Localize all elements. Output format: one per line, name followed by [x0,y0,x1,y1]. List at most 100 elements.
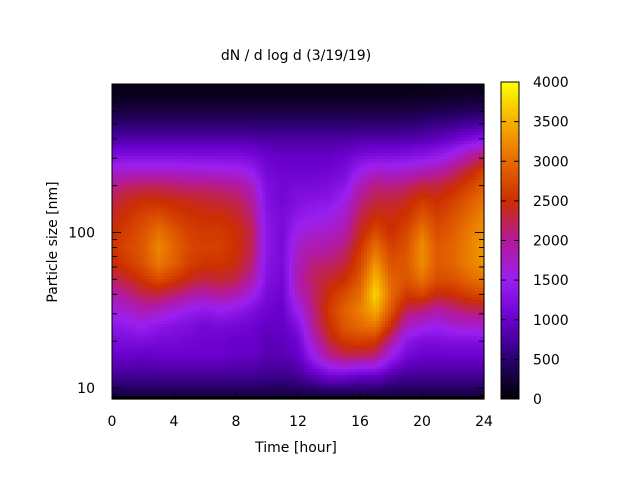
heatmap-cell [157,375,161,379]
heatmap-cell [136,135,140,139]
heatmap-cell [127,279,131,283]
heatmap-cell [220,108,224,112]
heatmap-cell [142,168,146,172]
heatmap-cell [181,156,185,160]
heatmap-cell [160,321,164,325]
heatmap-cell [154,123,158,127]
heatmap-cell [118,111,122,115]
heatmap-cell [202,249,206,253]
heatmap-cell [112,171,116,175]
heatmap-cell [250,375,254,379]
heatmap-cell [187,153,191,157]
heatmap-cell [193,252,197,256]
heatmap-cell [151,207,155,211]
heatmap-cell [181,357,185,361]
heatmap-cell [139,339,143,343]
heatmap-cell [250,237,254,241]
heatmap-cell [160,120,164,124]
heatmap-cell [235,195,239,199]
heatmap-cell [121,162,125,166]
heatmap-cell [124,150,128,154]
heatmap-cell [145,273,149,277]
heatmap-cell [184,240,188,244]
heatmap-cell [241,267,245,271]
heatmap-cell [175,93,179,97]
heatmap-cell [196,345,200,349]
heatmap-cell [232,144,236,148]
heatmap-cell [190,366,194,370]
heatmap-cell [217,267,221,271]
heatmap-cell [175,171,179,175]
heatmap-cell [181,99,185,103]
heatmap-cell [163,303,167,307]
heatmap-cell [229,297,233,301]
heatmap-cell [142,375,146,379]
heatmap-cell [127,162,131,166]
heatmap-cell [139,297,143,301]
heatmap-cell [187,150,191,154]
heatmap-cell [229,168,233,172]
heatmap-cell [148,327,152,331]
heatmap-cell [154,126,158,130]
heatmap-cell [196,138,200,142]
heatmap-cell [130,123,134,127]
heatmap-cell [190,264,194,268]
heatmap-cell [214,309,218,313]
heatmap-cell [193,390,197,394]
heatmap-cell [196,375,200,379]
heatmap-cell [151,222,155,226]
heatmap-cell [154,270,158,274]
heatmap-cell [127,237,131,241]
heatmap-cell [154,168,158,172]
heatmap-cell [112,204,116,208]
heatmap-cell [247,186,251,190]
heatmap-cell [220,147,224,151]
heatmap-cell [133,84,137,88]
heatmap-cell [118,234,122,238]
heatmap-cell [145,303,149,307]
heatmap-cell [199,258,203,262]
heatmap-cell [136,303,140,307]
heatmap-cell [244,351,248,355]
heatmap-cell [130,309,134,313]
heatmap-cell [139,315,143,319]
heatmap-cell [118,132,122,136]
heatmap-cell [163,339,167,343]
heatmap-cell [115,105,119,109]
heatmap-cell [202,348,206,352]
heatmap-cell [181,393,185,397]
heatmap-cell [205,177,209,181]
heatmap-cell [229,120,233,124]
heatmap-cell [163,120,167,124]
heatmap-cell [229,300,233,304]
heatmap-cell [124,264,128,268]
heatmap-cell [151,129,155,133]
heatmap-cell [211,249,215,253]
heatmap-cell [208,240,212,244]
heatmap-cell [193,336,197,340]
heatmap-cell [181,108,185,112]
heatmap-cell [214,357,218,361]
heatmap-cell [244,390,248,394]
heatmap-cell [112,273,116,277]
heatmap-cell [157,294,161,298]
heatmap-cell [139,375,143,379]
heatmap-cell [175,273,179,277]
heatmap-cell [127,360,131,364]
heatmap-cell [202,237,206,241]
heatmap-cell [244,147,248,151]
heatmap-cell [160,105,164,109]
heatmap-cell [244,144,248,148]
heatmap-cell [127,177,131,181]
heatmap-cell [142,378,146,382]
heatmap-cell [166,315,170,319]
heatmap-cell [241,243,245,247]
heatmap-cell [199,102,203,106]
heatmap-cell [247,384,251,388]
heatmap-cell [187,111,191,115]
heatmap-cell [241,228,245,232]
heatmap-cell [112,378,116,382]
heatmap-cell [166,114,170,118]
heatmap-cell [217,333,221,337]
heatmap-cell [142,93,146,97]
